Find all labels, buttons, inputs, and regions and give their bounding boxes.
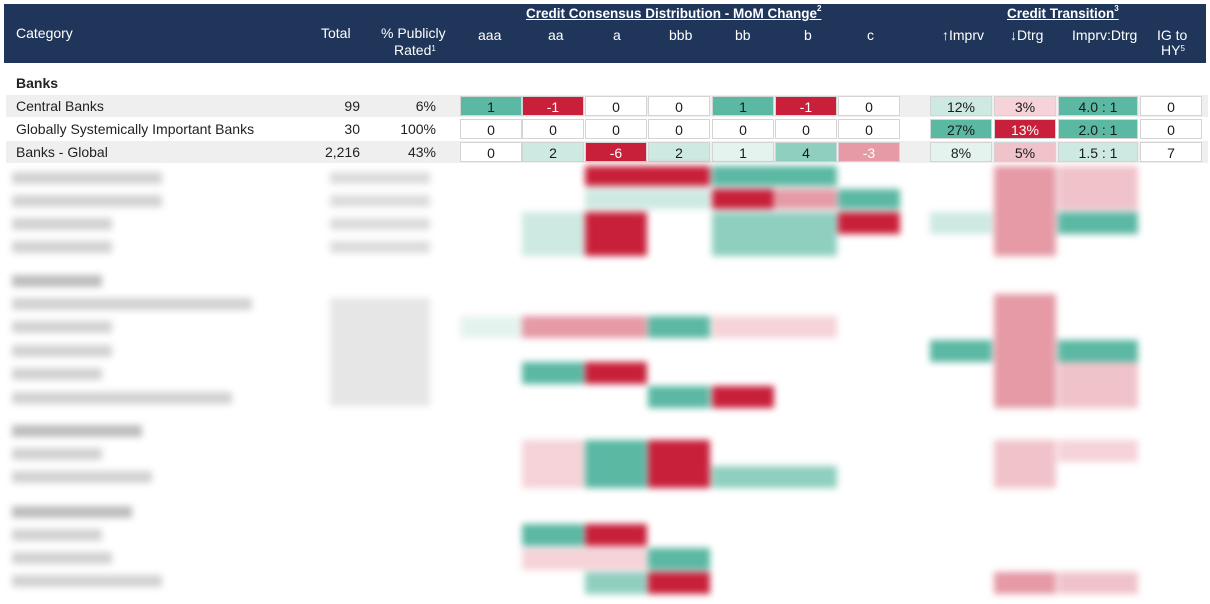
header-ratio: Imprv:Dtrg	[1072, 27, 1138, 43]
header-ig-label: HY	[1161, 42, 1181, 58]
header-col-aaa: aaa	[478, 27, 502, 43]
header-group-consensus: Credit Consensus Distribution - MoM Chan…	[526, 4, 822, 21]
header-col-bb: bb	[735, 27, 751, 43]
header-category: Category	[16, 25, 73, 41]
header-pct-line1: % Publicly	[381, 25, 446, 41]
mom-cell-c: 0	[838, 96, 900, 116]
table-row: Globally Systemically Important Banks 30 1…	[6, 118, 1208, 140]
row-pct-rated: 6%	[415, 98, 436, 114]
mom-cell-b: 4	[775, 142, 837, 162]
header-group-consensus-footnote: 2	[817, 4, 822, 13]
header-col-bbb: bbb	[669, 27, 693, 43]
row-total: 99	[344, 98, 360, 114]
section-title-banks: Banks	[16, 75, 59, 91]
header-col-c: c	[867, 27, 874, 43]
header-col-aa: aa	[548, 27, 564, 43]
mom-cell-bb: 0	[712, 119, 774, 139]
mom-cell-aaa: 0	[460, 142, 522, 162]
mom-cell-bb: 1	[712, 142, 774, 162]
header-pct-footnote: 1	[431, 44, 436, 53]
header-group-transition: Credit Transition3	[1007, 4, 1119, 21]
mom-cell-aa: 2	[522, 142, 584, 162]
header-total: Total	[321, 25, 351, 41]
deteriorate-cell: 13%	[994, 119, 1056, 139]
mom-cell-c: -3	[838, 142, 900, 162]
header-ig-footnote: 5	[1180, 44, 1185, 53]
mom-cell-b: -1	[775, 96, 837, 116]
header-ig-line2: HY5	[1161, 42, 1185, 59]
header-improve: ↑Imprv	[942, 27, 984, 43]
deteriorate-cell: 5%	[994, 142, 1056, 162]
deteriorate-cell: 3%	[994, 96, 1056, 116]
mom-cell-a: 0	[585, 96, 647, 116]
ratio-cell: 1.5 : 1	[1058, 142, 1138, 162]
header-pct-line2: Rated1	[394, 42, 436, 59]
ratio-cell: 4.0 : 1	[1058, 96, 1138, 116]
ratio-cell: 2.0 : 1	[1058, 119, 1138, 139]
header-group-consensus-label: Credit Consensus Distribution - MoM Chan…	[526, 6, 818, 21]
row-category: Banks - Global	[16, 144, 108, 160]
mom-cell-bbb: 0	[648, 119, 710, 139]
mom-cell-bbb: 2	[648, 142, 710, 162]
ig-to-hy-cell: 0	[1140, 96, 1202, 116]
mom-cell-aaa: 0	[460, 119, 522, 139]
improve-cell: 12%	[930, 96, 992, 116]
row-category: Globally Systemically Important Banks	[16, 121, 255, 137]
ig-to-hy-cell: 7	[1140, 142, 1202, 162]
row-category: Central Banks	[16, 98, 104, 114]
row-total: 30	[344, 121, 360, 137]
improve-cell: 8%	[930, 142, 992, 162]
header-group-transition-label: Credit Transition	[1007, 6, 1115, 21]
header-deteriorate: ↓Dtrg	[1010, 27, 1044, 43]
mom-cell-a: 0	[585, 119, 647, 139]
row-pct-rated: 43%	[407, 144, 436, 160]
mom-cell-a: -6	[585, 142, 647, 162]
header-ig-line1: IG to	[1157, 27, 1188, 43]
header-col-a: a	[613, 27, 621, 43]
table-row: Banks - Global 2,216 43% 0 2 -6 2 1 4 -3 8% 5% 1.5 :…	[6, 141, 1208, 163]
header-pct-label: Rated	[394, 42, 432, 58]
ig-to-hy-cell: 0	[1140, 119, 1202, 139]
header-col-b: b	[804, 27, 812, 43]
header-group-transition-footnote: 3	[1114, 4, 1119, 13]
mom-cell-bbb: 0	[648, 96, 710, 116]
mom-cell-aaa: 1	[460, 96, 522, 116]
mom-cell-aa: 0	[522, 119, 584, 139]
table-header: Category Total % Publicly Rated1 Credit …	[4, 4, 1206, 63]
mom-cell-bb: 1	[712, 96, 774, 116]
mom-cell-c: 0	[838, 119, 900, 139]
row-pct-rated: 100%	[400, 121, 436, 137]
row-total: 2,216	[324, 144, 360, 160]
improve-cell: 27%	[930, 119, 992, 139]
mom-cell-b: 0	[775, 119, 837, 139]
mom-cell-aa: -1	[522, 96, 584, 116]
